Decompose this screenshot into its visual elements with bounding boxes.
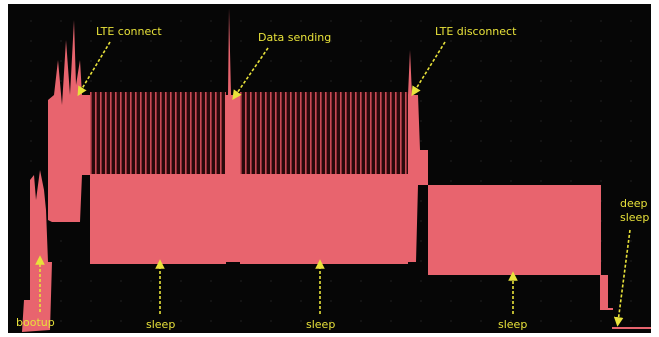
- label: sleep: [306, 318, 335, 331]
- label: sleep: [498, 318, 527, 331]
- label: deep: [620, 197, 648, 210]
- label: LTE connect: [96, 25, 162, 38]
- label: LTE disconnect: [435, 25, 517, 38]
- label: sleep: [620, 211, 649, 224]
- label: bootup: [16, 316, 55, 329]
- power-trace: LTE connect Data sending LTE disconnect …: [0, 0, 659, 337]
- label: sleep: [146, 318, 175, 331]
- label: Data sending: [258, 31, 331, 44]
